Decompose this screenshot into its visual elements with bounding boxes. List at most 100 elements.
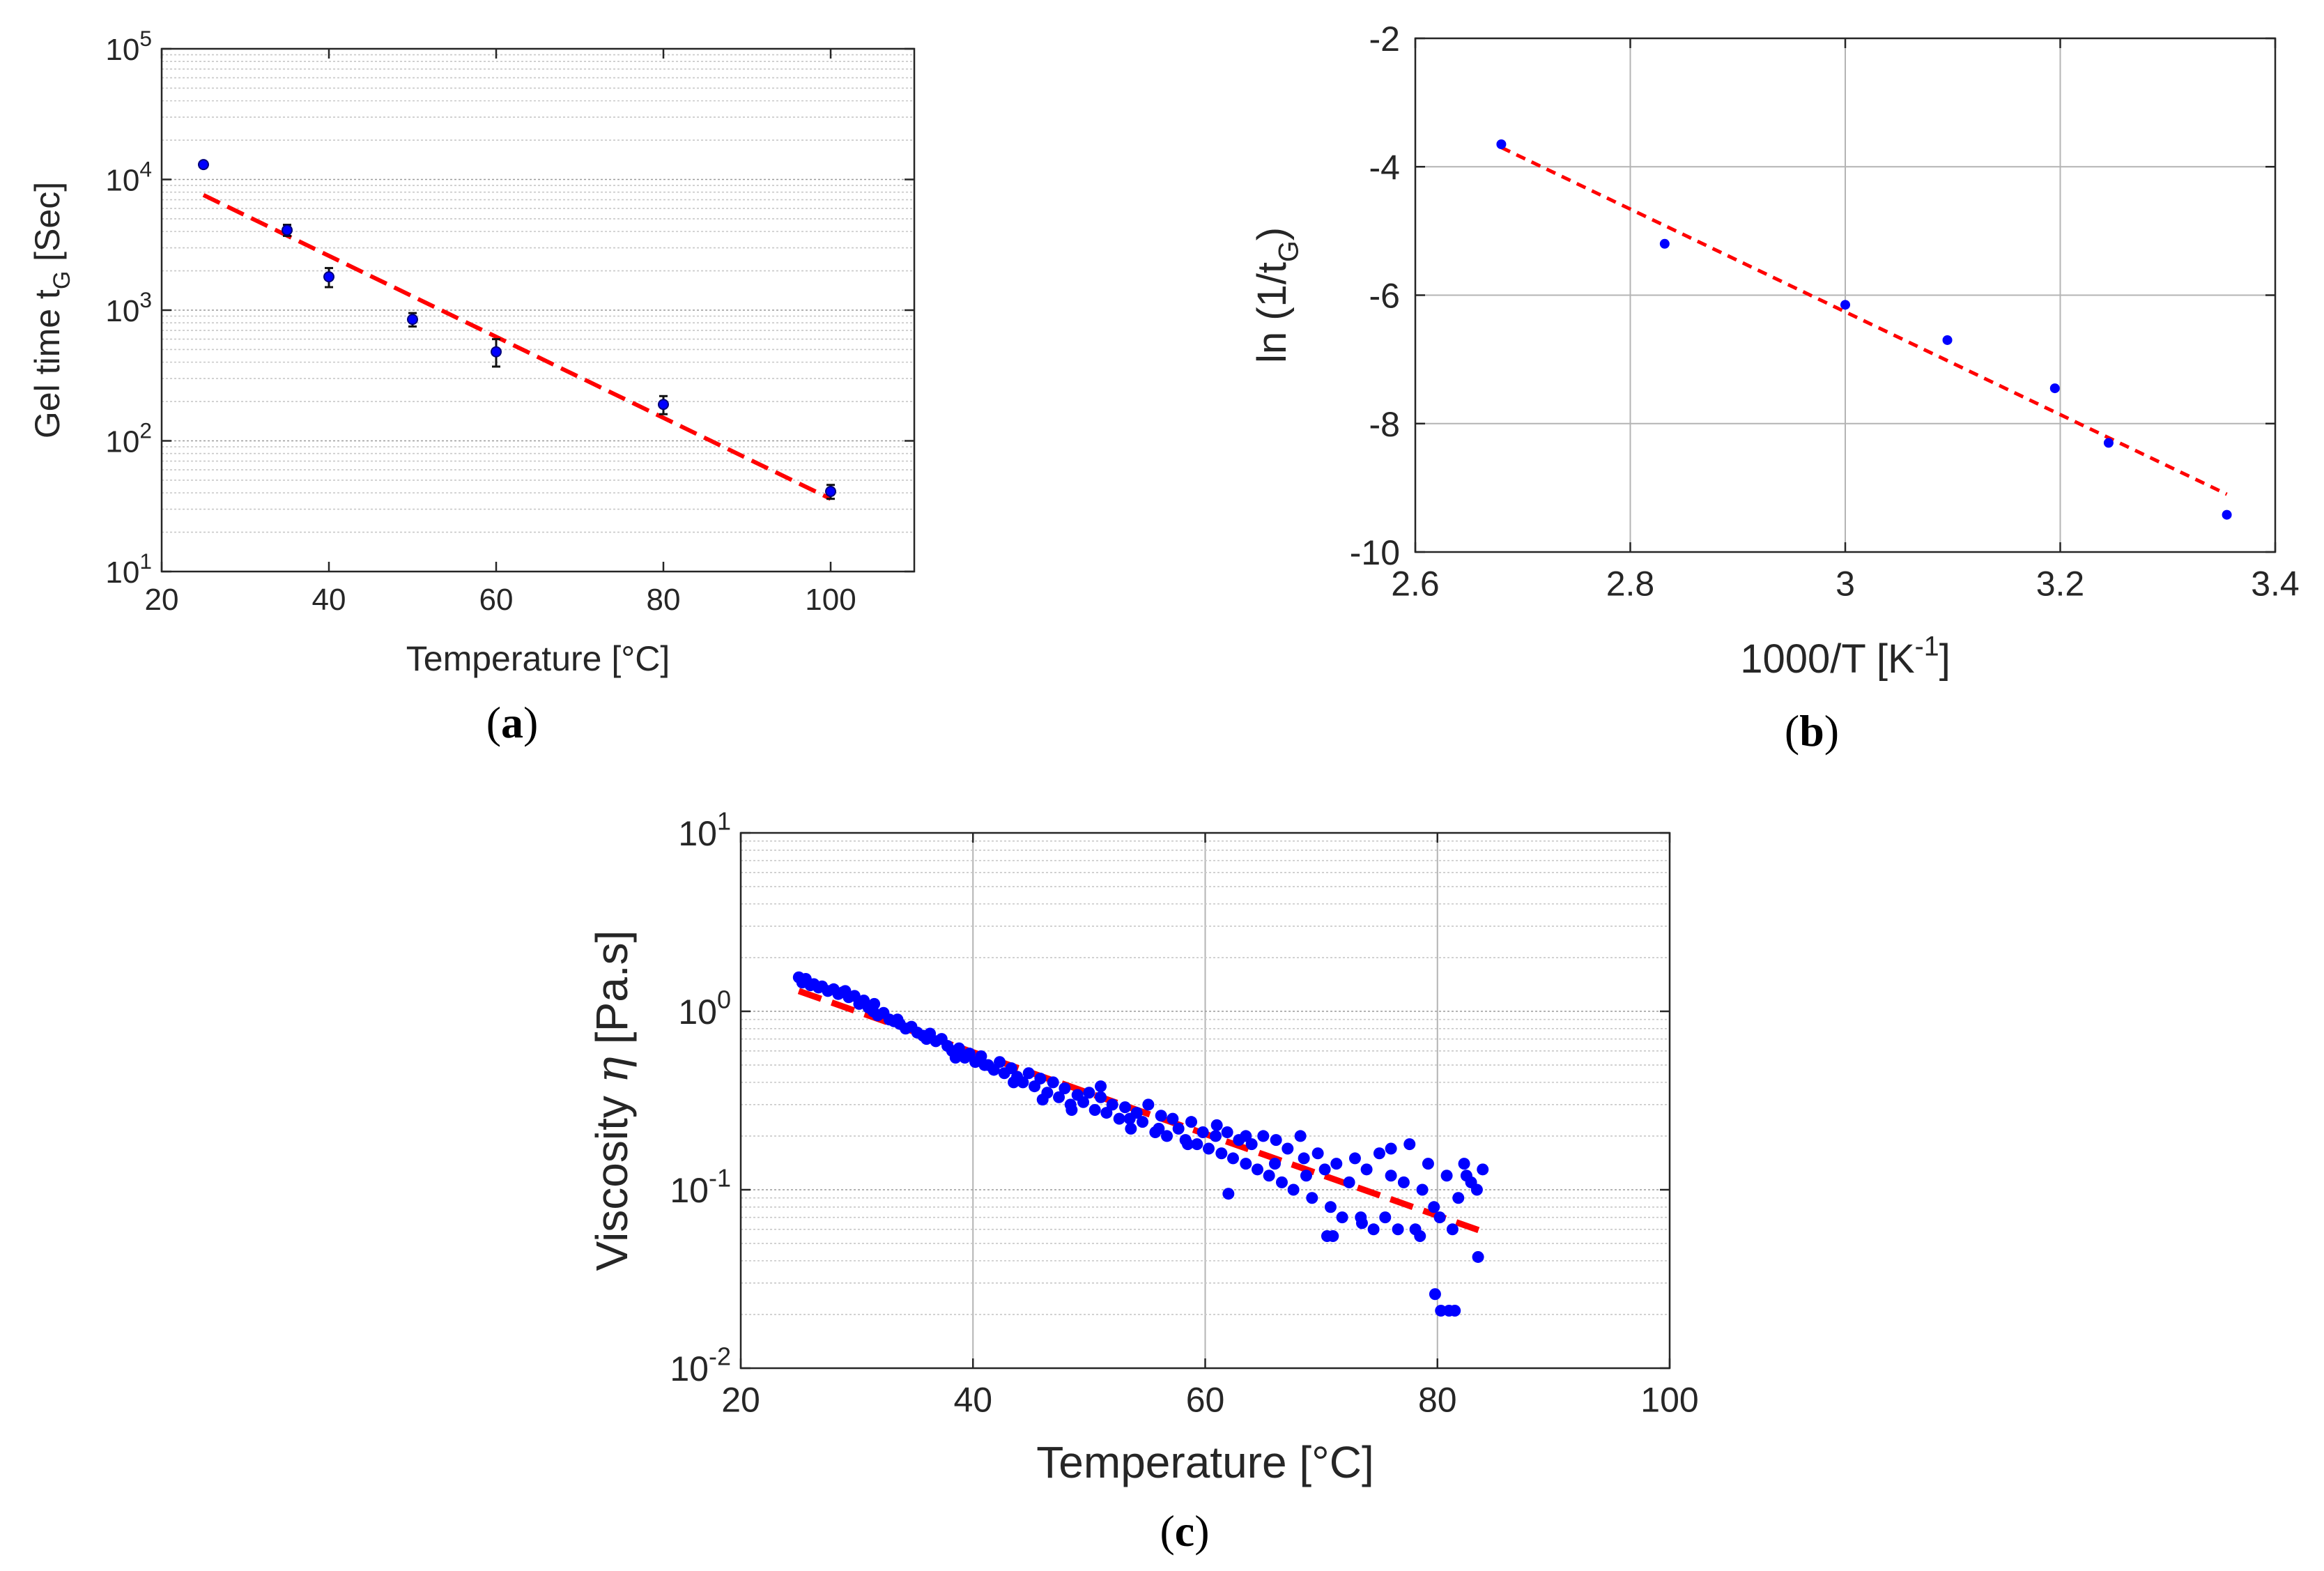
data-point — [1433, 1211, 1446, 1224]
data-point — [198, 159, 209, 171]
label-tail: [Sec] — [28, 182, 67, 271]
data-point — [1472, 1250, 1484, 1263]
data-point — [1470, 1183, 1483, 1196]
data-point — [1113, 1112, 1125, 1125]
y-tick-label: 101 — [678, 807, 731, 854]
data-point — [1185, 1116, 1198, 1128]
tick-base: 10 — [105, 163, 139, 197]
data-point — [1840, 300, 1850, 310]
label-main: Gel time t — [28, 289, 67, 438]
data-point — [1210, 1119, 1223, 1131]
x-tick-label: 40 — [312, 583, 346, 617]
data-point — [1155, 1110, 1167, 1122]
tick-base: 10 — [105, 33, 139, 67]
data-point — [1119, 1101, 1132, 1114]
data-point — [921, 1033, 933, 1045]
data-point — [2222, 509, 2232, 520]
data-point — [1414, 1229, 1426, 1242]
x-tick-label: 20 — [145, 583, 179, 617]
data-point — [1300, 1170, 1312, 1182]
tick-base: 10 — [678, 993, 717, 1032]
x-axis-label: Temperature [°C] — [406, 639, 670, 678]
data-point — [1367, 1223, 1380, 1236]
data-point — [1287, 1183, 1300, 1196]
data-point — [1161, 1130, 1173, 1142]
data-point — [2103, 438, 2114, 448]
x-tick-label: 100 — [805, 583, 856, 617]
gridlines — [162, 54, 914, 572]
data-point — [1275, 1176, 1288, 1188]
data-point — [1022, 1067, 1035, 1080]
data-point — [1005, 1062, 1017, 1075]
data-point — [1245, 1138, 1258, 1151]
data-point — [1422, 1158, 1434, 1170]
y-axis-label: Viscosity η [Pa.s] — [587, 930, 638, 1271]
data-point — [1008, 1076, 1020, 1089]
data-point — [658, 399, 669, 411]
data-point — [1360, 1163, 1373, 1176]
data-point — [953, 1042, 965, 1055]
label-main: 1000/T [K — [1740, 636, 1915, 682]
y-axis-label: ln (1/tG) — [1249, 227, 1304, 363]
fit-line — [1500, 146, 2228, 496]
data-point — [1311, 1147, 1324, 1160]
data-point — [1226, 1152, 1239, 1165]
y-tick-label: 104 — [105, 157, 152, 198]
caption-paren: ( — [1785, 706, 1799, 756]
data-point — [1435, 1305, 1447, 1317]
caption-letter: b — [1799, 706, 1824, 756]
data-point — [1240, 1158, 1252, 1170]
tick-exponent: 2 — [139, 418, 152, 443]
y-tick-label: 101 — [105, 549, 152, 590]
label-tail: [Pa.s] — [587, 930, 637, 1057]
data-point — [1403, 1138, 1416, 1151]
data-point — [1659, 238, 1670, 249]
data-point — [1263, 1170, 1275, 1182]
caption-paren: ) — [1194, 1506, 1209, 1556]
tick-exponent: 1 — [717, 807, 731, 836]
data-point — [1059, 1082, 1071, 1095]
data-point — [1182, 1138, 1194, 1151]
data-point — [1385, 1142, 1397, 1155]
y-tick-label: -6 — [1369, 277, 1400, 316]
caption-paren: ( — [1160, 1506, 1174, 1556]
data-point — [1257, 1130, 1270, 1142]
data-point — [1348, 1152, 1361, 1165]
data-point — [825, 486, 836, 498]
data-point — [1282, 1142, 1294, 1155]
data-point — [1053, 1091, 1065, 1103]
data-point — [491, 346, 502, 358]
data-point — [1446, 1223, 1459, 1236]
data-point — [978, 1059, 991, 1071]
label-tail: ] — [1939, 636, 1950, 682]
caption: (b) — [1785, 706, 1839, 756]
data-point — [1191, 1138, 1203, 1151]
label-main: Viscosity — [587, 1083, 637, 1271]
data-point — [1440, 1170, 1453, 1182]
data-point — [1336, 1211, 1348, 1224]
data-point — [1017, 1076, 1029, 1089]
caption-paren: ( — [486, 698, 501, 747]
y-tick-label: -8 — [1369, 405, 1400, 444]
x-tick-label: 80 — [1418, 1381, 1457, 1420]
caption: (c) — [1160, 1506, 1209, 1556]
data-point — [1202, 1142, 1215, 1155]
x-tick-label: 3 — [1836, 565, 1855, 604]
x-tick-label: 80 — [647, 583, 681, 617]
data-point — [1321, 1229, 1333, 1242]
data-point — [1142, 1098, 1155, 1111]
label-greek: η — [587, 1057, 638, 1083]
data-point — [2049, 383, 2060, 394]
data-point — [1251, 1163, 1263, 1176]
data-point — [282, 224, 293, 236]
caption-letter: a — [501, 698, 523, 747]
data-point — [1221, 1126, 1233, 1139]
data-point — [1428, 1201, 1440, 1213]
data-point — [1392, 1223, 1404, 1236]
gridlines — [1415, 38, 2276, 553]
data-point — [1496, 139, 1507, 150]
data-point — [1373, 1147, 1385, 1160]
data-point — [1077, 1096, 1090, 1108]
data-point — [1106, 1098, 1118, 1111]
